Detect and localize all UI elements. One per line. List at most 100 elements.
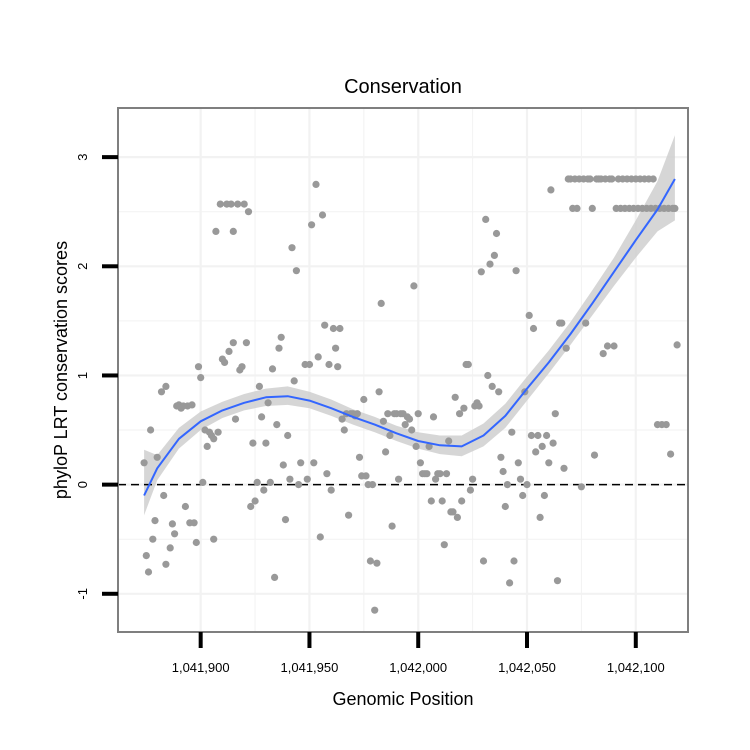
data-point xyxy=(362,472,370,480)
data-point xyxy=(168,520,176,528)
data-point xyxy=(410,282,418,290)
data-point xyxy=(157,388,166,396)
data-point xyxy=(279,461,287,469)
data-point xyxy=(255,382,263,390)
data-point xyxy=(510,557,518,565)
data-point xyxy=(308,221,316,229)
data-point xyxy=(264,399,272,407)
data-point xyxy=(371,606,379,614)
data-point xyxy=(436,470,444,478)
data-point xyxy=(190,519,198,527)
data-point xyxy=(210,535,218,543)
data-point xyxy=(262,439,270,447)
data-point xyxy=(603,342,612,350)
data-point xyxy=(366,557,374,565)
data-point xyxy=(290,377,298,385)
data-point xyxy=(244,208,253,216)
data-point xyxy=(540,491,549,500)
data-point xyxy=(368,481,377,489)
data-point xyxy=(423,470,431,478)
data-point xyxy=(382,448,390,456)
data-point xyxy=(671,204,679,212)
data-point xyxy=(466,486,474,494)
data-point xyxy=(221,358,229,366)
data-point xyxy=(258,413,266,421)
data-point xyxy=(192,538,200,547)
data-point xyxy=(295,481,303,489)
data-point xyxy=(464,360,472,369)
x-tick-label: 1,041,950 xyxy=(281,660,339,675)
y-tick-label: 3 xyxy=(75,153,90,160)
data-point xyxy=(586,175,594,183)
data-point xyxy=(277,333,285,341)
data-point xyxy=(360,395,368,404)
data-point xyxy=(162,560,170,568)
data-point xyxy=(477,268,485,276)
data-point xyxy=(305,360,314,369)
data-point xyxy=(482,215,490,223)
data-point xyxy=(266,478,274,486)
y-tick-label: 1 xyxy=(75,372,90,379)
data-point xyxy=(229,227,237,235)
data-point xyxy=(492,229,501,238)
data-point xyxy=(440,541,448,549)
data-point xyxy=(577,483,586,491)
data-point xyxy=(488,382,496,390)
data-point xyxy=(231,415,240,423)
x-axis-title: Genomic Position xyxy=(332,689,473,709)
data-point xyxy=(523,481,531,489)
data-point xyxy=(181,502,189,511)
data-point xyxy=(386,431,394,440)
data-point xyxy=(438,497,446,505)
data-point xyxy=(451,393,459,401)
data-point xyxy=(453,513,461,522)
data-point xyxy=(479,557,488,565)
data-point xyxy=(153,453,161,461)
data-point xyxy=(188,401,196,409)
data-point xyxy=(171,530,179,538)
data-point xyxy=(234,200,242,208)
data-point xyxy=(225,347,233,355)
data-point xyxy=(673,341,681,349)
data-point xyxy=(562,344,570,352)
data-point xyxy=(536,513,544,522)
data-point xyxy=(323,470,331,478)
data-point xyxy=(273,421,281,429)
data-point xyxy=(316,533,324,541)
data-point xyxy=(553,577,562,585)
y-axis-title: phyloP LRT conservation scores xyxy=(51,241,71,499)
data-point xyxy=(429,413,438,421)
data-point xyxy=(247,502,255,511)
data-point xyxy=(336,324,344,333)
data-point xyxy=(442,470,451,478)
data-point xyxy=(458,497,466,505)
data-point xyxy=(160,491,168,500)
data-point xyxy=(151,517,159,525)
data-point xyxy=(251,497,259,505)
panel-border xyxy=(117,107,689,633)
data-point xyxy=(497,453,505,461)
data-point xyxy=(194,363,203,371)
x-tick-label: 1,042,100 xyxy=(607,660,665,675)
data-point xyxy=(142,552,150,560)
data-point xyxy=(445,437,453,445)
data-point xyxy=(345,511,353,519)
data-point xyxy=(253,478,261,486)
data-point xyxy=(499,467,507,476)
data-point xyxy=(388,522,396,530)
data-point xyxy=(401,421,409,429)
data-point xyxy=(549,439,557,447)
data-point xyxy=(414,410,422,418)
data-point xyxy=(408,426,416,434)
data-point xyxy=(340,426,348,434)
data-point xyxy=(588,204,596,212)
data-point xyxy=(610,342,618,350)
data-point xyxy=(512,267,520,275)
data-point xyxy=(486,260,494,268)
data-point xyxy=(503,481,511,489)
data-point xyxy=(449,508,457,516)
data-point xyxy=(327,486,335,494)
data-point xyxy=(242,339,250,347)
data-point xyxy=(484,371,492,380)
x-tick-label: 1,042,050 xyxy=(498,660,556,675)
